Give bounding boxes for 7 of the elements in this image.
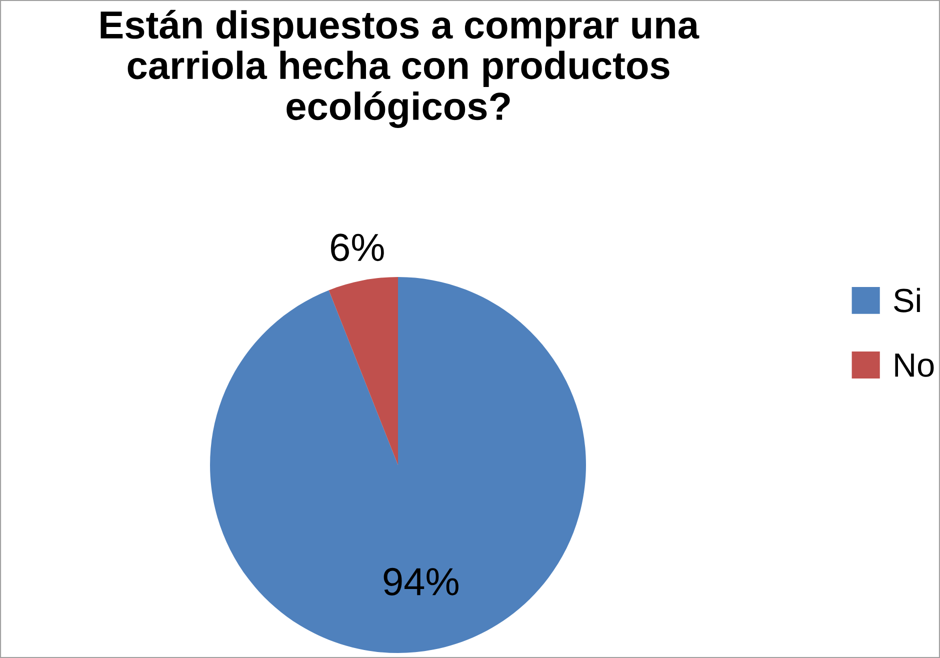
legend-label: No <box>895 354 934 377</box>
chart-title: Están dispuestos a comprar una carriola hecha con productos ecológicos? <box>100 10 700 128</box>
data-label: 6% <box>331 234 384 262</box>
pie-slice <box>328 277 398 465</box>
pie-slice <box>210 277 586 653</box>
data-label: 94% <box>384 568 458 596</box>
legend-label: Si <box>894 288 920 312</box>
